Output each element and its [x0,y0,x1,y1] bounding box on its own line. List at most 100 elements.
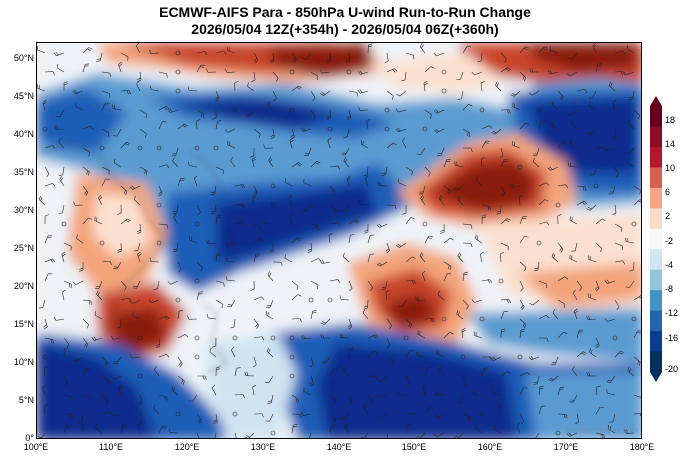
wind-barb [137,251,142,263]
wind-barb [534,261,540,272]
wind-barb [309,432,312,438]
wind-barb [291,413,302,419]
lat-label-5n: 5°N [18,395,34,405]
wind-barb [462,375,467,387]
wind-barb [557,299,566,309]
wind-barb [211,384,217,396]
wind-barb [38,299,46,309]
wind-barb [149,49,160,54]
wind-barb [148,299,160,304]
wind-barb [82,318,89,329]
wind-barb [82,166,90,176]
wind-barb [116,318,122,329]
wind-barb [188,394,198,402]
colorbar-label: 2 [665,211,671,221]
wind-barb [137,145,143,151]
wind-barb [377,375,388,382]
wind-barb [291,424,298,434]
wind-barb [215,90,220,102]
wind-barb [291,162,303,168]
wind-barb [194,145,200,151]
wind-barb [402,137,407,149]
wind-barb [172,204,179,215]
wind-barb [44,166,50,178]
wind-barb [405,423,412,434]
wind-barb [113,158,122,168]
wind-barb [175,411,181,417]
wind-barb [588,90,597,99]
wind-barb [300,335,312,340]
wind-barb [500,218,511,225]
wind-barb [614,50,626,55]
wind-barb [535,432,540,438]
wind-barb [604,279,616,284]
wind-barb [266,347,274,358]
wind-barb [327,137,332,149]
wind-barb [441,69,447,75]
wind-barb [270,335,276,341]
wind-barb [138,394,143,406]
wind-barb [614,166,619,178]
wind-barb [557,242,564,253]
wind-barb [213,145,219,151]
wind-barb [42,384,46,396]
colorbar-bin [650,290,662,312]
wind-barb [608,81,616,92]
wind-barb [156,145,162,151]
wind-barb [120,141,131,149]
wind-barb [95,280,103,289]
wind-barb [196,119,201,130]
wind-barb [73,356,84,363]
wind-barb [357,70,369,75]
wind-barb [120,280,127,291]
lat-label-0: 0° [25,433,34,443]
wind-barb [79,261,84,272]
watermark: weathermodels.com [566,426,638,435]
wind-barb [588,255,597,263]
wind-barb [625,280,635,288]
wind-barb [129,185,141,190]
wind-barb [346,109,352,121]
wind-barb [158,71,168,78]
wind-barb [91,336,103,341]
wind-barb [475,234,483,244]
wind-barb [454,161,464,168]
wind-barb [614,299,620,311]
wind-barb [82,337,89,348]
lat-label-35n: 35°N [13,167,34,177]
lon-label-100e: 100°E [23,442,49,452]
wind-barb [158,223,169,229]
wind-barb [227,140,236,149]
wind-barb [547,166,559,171]
wind-barb [232,411,238,417]
wind-barb [63,413,74,419]
wind-barb [595,218,606,225]
wind-barb [614,260,626,265]
wind-barb [253,413,264,418]
wind-barb [167,280,179,285]
wind-barb [612,204,617,216]
wind-barb [245,109,255,117]
wind-barb [215,252,221,263]
wind-barb [344,422,350,434]
wind-barb [251,71,256,83]
wind-barb [308,297,314,303]
wind-barb [319,90,331,96]
wind-barb [196,375,207,380]
wind-barb [550,121,559,130]
wind-barb [519,122,530,130]
wind-barb [433,128,445,133]
wind-barb [82,185,89,196]
wind-barb [320,318,331,325]
wind-barb [339,333,350,339]
wind-barb [158,315,170,320]
wind-barb [158,164,170,169]
wind-barb [422,221,428,227]
wind-barb [623,71,635,76]
wind-barb [569,394,578,403]
wind-barb [82,63,90,73]
wind-barb [177,334,189,339]
wind-barb [510,90,521,97]
wind-barb [405,349,415,358]
wind-barb [492,389,502,396]
